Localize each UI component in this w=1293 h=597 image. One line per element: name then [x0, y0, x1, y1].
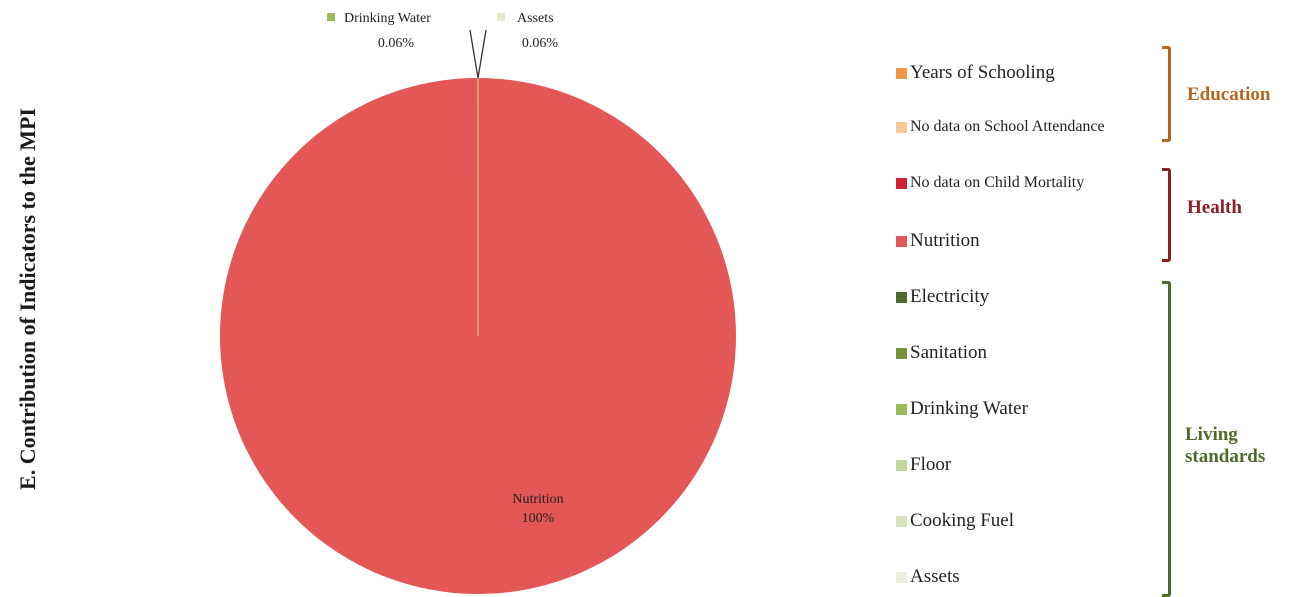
data-label-nutrition-name: Nutrition — [512, 492, 563, 507]
legend-item-sanitation: Sanitation — [896, 342, 987, 364]
legend-item-label: No data on School Attendance — [910, 118, 1105, 135]
legend-swatch — [896, 515, 907, 527]
legend-item-label: Sanitation — [910, 342, 988, 363]
legend-item-electricity: Electricity — [896, 286, 989, 308]
legend-item-assets: Assets — [896, 566, 960, 588]
group-label-health: Health — [1187, 197, 1242, 218]
data-label-drinking-water-value: 0.06% — [378, 36, 415, 51]
group-bracket-living-standards — [1162, 281, 1171, 597]
legend-swatch — [896, 403, 907, 415]
legend-item-label: Years of Schooling — [910, 62, 1055, 83]
legend-swatch — [896, 571, 907, 583]
data-label-nutrition-value: 100% — [522, 511, 555, 526]
legend-item-label: Cooking Fuel — [910, 510, 1014, 531]
legend-item-label: Assets — [910, 566, 960, 587]
legend-item-label: Floor — [910, 454, 952, 475]
group-label-living-standards: Living standards — [1185, 424, 1266, 467]
data-label-drinking-water-swatch — [327, 13, 335, 21]
legend-item-nutrition: Nutrition — [896, 230, 980, 252]
legend-item-label: Electricity — [910, 286, 990, 307]
data-label-assets-name: Assets — [517, 11, 554, 26]
group-bracket-education — [1162, 46, 1171, 142]
legend-item-drinking-water: Drinking Water — [896, 398, 1028, 420]
legend-swatch — [896, 347, 907, 359]
legend-item-label: No data on Child Mortality — [910, 174, 1085, 191]
data-label-assets-swatch — [497, 13, 505, 21]
legend-item-cooking-fuel: Cooking Fuel — [896, 510, 1014, 532]
legend-swatch — [896, 459, 907, 471]
data-label-assets-value: 0.06% — [522, 36, 559, 51]
legend-item-years-of-schooling: Years of Schooling — [896, 62, 1055, 84]
legend-item-no-data-on-school-attendance: No data on School Attendance — [896, 118, 1105, 136]
legend-swatch — [896, 121, 907, 133]
leader-lines — [469, 29, 487, 79]
group-label-education: Education — [1187, 84, 1271, 105]
legend-swatch — [896, 177, 907, 189]
legend-item-label: Drinking Water — [910, 398, 1028, 419]
data-label-drinking-water-name: Drinking Water — [344, 11, 431, 26]
legend-item-label: Nutrition — [910, 230, 980, 251]
legend-swatch — [896, 291, 907, 303]
legend-swatch — [896, 67, 907, 79]
group-bracket-health — [1162, 168, 1171, 262]
legend-item-floor: Floor — [896, 454, 951, 476]
legend-swatch — [896, 235, 907, 247]
legend-item-no-data-on-child-mortality: No data on Child Mortality — [896, 174, 1084, 192]
